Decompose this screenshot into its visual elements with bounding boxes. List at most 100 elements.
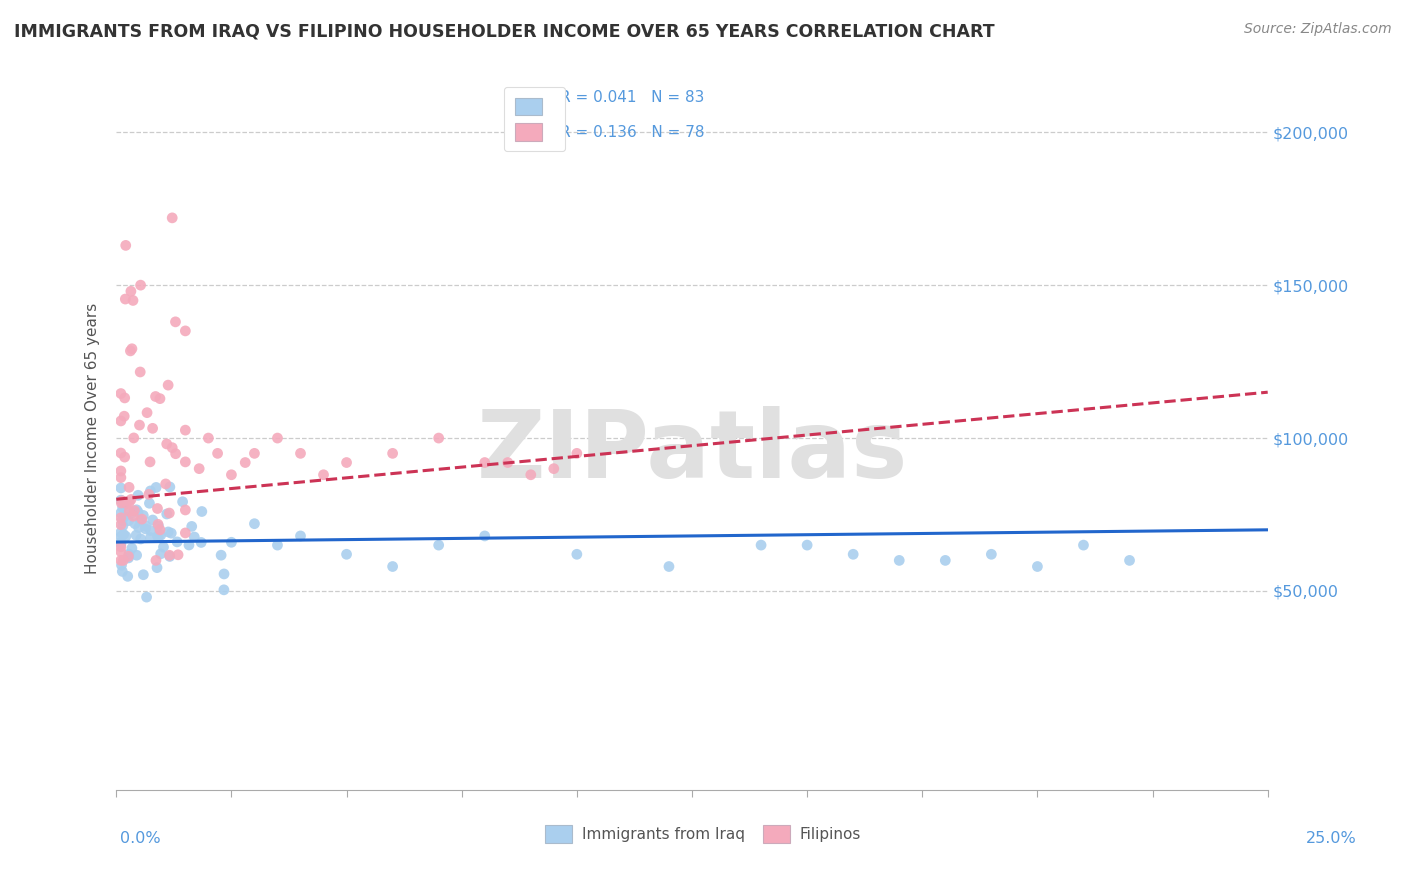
Point xyxy=(111,500,134,515)
Point xyxy=(132,508,155,523)
Point xyxy=(312,467,335,482)
Point xyxy=(111,513,134,527)
Point xyxy=(160,211,183,225)
Point xyxy=(177,538,200,552)
Point xyxy=(129,278,152,293)
Point xyxy=(117,514,139,528)
Point xyxy=(129,513,152,527)
Point xyxy=(335,547,357,561)
Point xyxy=(142,513,165,527)
Point xyxy=(129,532,152,546)
Point xyxy=(156,507,179,521)
Point xyxy=(114,292,136,306)
Point xyxy=(110,493,132,508)
Point xyxy=(118,504,141,518)
Point xyxy=(122,293,145,308)
Point xyxy=(197,431,219,445)
Point xyxy=(124,516,146,531)
Point xyxy=(128,520,150,534)
Point xyxy=(142,421,165,435)
Point xyxy=(183,530,205,544)
Point xyxy=(122,431,145,445)
Point xyxy=(165,315,187,329)
Point xyxy=(110,506,132,520)
Point xyxy=(658,559,681,574)
Point xyxy=(110,446,132,460)
Point xyxy=(110,540,132,554)
Point xyxy=(148,519,170,533)
Text: R = 0.041   N = 83: R = 0.041 N = 83 xyxy=(560,90,704,105)
Point xyxy=(174,455,197,469)
Point xyxy=(188,461,211,475)
Text: 25.0%: 25.0% xyxy=(1306,831,1357,847)
Point xyxy=(749,538,772,552)
Point xyxy=(167,548,190,562)
Point xyxy=(159,480,181,494)
Point xyxy=(381,446,404,460)
Point xyxy=(139,524,162,538)
Point xyxy=(174,324,197,338)
Point xyxy=(565,446,588,460)
Point xyxy=(112,509,135,524)
Point xyxy=(212,566,235,581)
Point xyxy=(139,455,162,469)
Point xyxy=(112,527,135,541)
Point xyxy=(139,483,162,498)
Point xyxy=(427,431,450,445)
Point xyxy=(124,503,146,517)
Point xyxy=(243,516,266,531)
Point xyxy=(114,238,136,252)
Point xyxy=(132,567,155,582)
Point xyxy=(131,512,153,526)
Point xyxy=(157,506,180,520)
Point xyxy=(115,529,138,543)
Point xyxy=(934,553,956,567)
Point xyxy=(159,549,181,564)
Legend: , : , xyxy=(503,87,565,152)
Point xyxy=(138,487,160,501)
Point xyxy=(139,531,162,545)
Point xyxy=(221,467,243,482)
Point xyxy=(110,496,132,510)
Point xyxy=(159,549,181,563)
Point xyxy=(110,535,132,549)
Point xyxy=(156,437,179,451)
Point xyxy=(165,447,187,461)
Point xyxy=(980,547,1002,561)
Point xyxy=(180,519,202,533)
Point xyxy=(149,528,172,542)
Text: R = 0.136   N = 78: R = 0.136 N = 78 xyxy=(560,125,704,140)
Point xyxy=(110,558,132,573)
Point xyxy=(796,538,818,552)
Point xyxy=(1073,538,1095,552)
Point xyxy=(110,414,132,428)
Point xyxy=(145,390,167,404)
Point xyxy=(111,494,134,508)
Point xyxy=(114,450,136,464)
Point xyxy=(120,343,142,358)
Point xyxy=(125,503,148,517)
Point xyxy=(118,547,141,561)
Point xyxy=(129,365,152,379)
Point xyxy=(1026,559,1049,574)
Point xyxy=(221,535,243,549)
Point xyxy=(243,446,266,460)
Point xyxy=(146,517,169,532)
Point xyxy=(212,582,235,597)
Point xyxy=(121,506,143,520)
Point xyxy=(122,509,145,524)
Point xyxy=(145,480,167,494)
Text: Source: ZipAtlas.com: Source: ZipAtlas.com xyxy=(1244,22,1392,37)
Point xyxy=(111,565,134,579)
Point xyxy=(125,528,148,542)
Point xyxy=(128,418,150,433)
Point xyxy=(149,547,172,561)
Point xyxy=(149,392,172,406)
Point xyxy=(145,553,167,567)
Point xyxy=(110,517,132,532)
Point xyxy=(191,504,214,518)
Point xyxy=(160,441,183,455)
Point xyxy=(207,446,229,460)
Y-axis label: Householder Income Over 65 years: Householder Income Over 65 years xyxy=(86,302,100,574)
Point xyxy=(157,378,180,392)
